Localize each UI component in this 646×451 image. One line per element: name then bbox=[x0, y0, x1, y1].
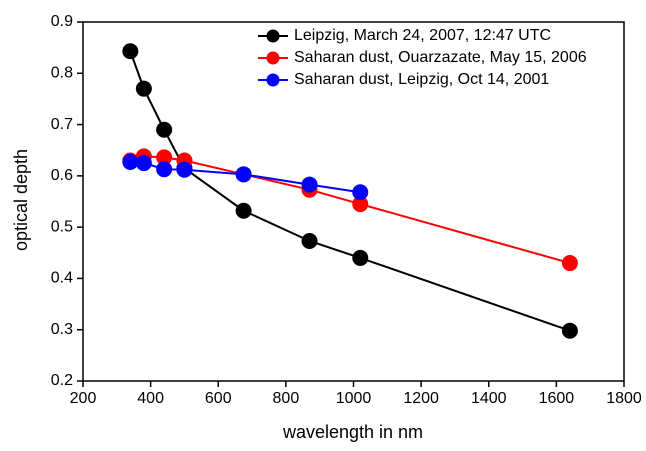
x-tick-label: 400 bbox=[137, 390, 164, 407]
data-point bbox=[235, 202, 252, 219]
data-point bbox=[122, 154, 139, 171]
data-point bbox=[352, 184, 369, 201]
legend-swatch-marker bbox=[266, 73, 280, 87]
data-point bbox=[561, 255, 578, 272]
series-line bbox=[130, 155, 571, 265]
x-tick-label: 800 bbox=[273, 390, 300, 407]
y-tick-label: 0.2 bbox=[51, 372, 73, 389]
data-point bbox=[135, 155, 152, 172]
legend-swatch-marker bbox=[266, 29, 280, 43]
y-axis-label: optical depth bbox=[11, 149, 31, 251]
legend-label: Saharan dust, Ouarzazate, May 15, 2006 bbox=[294, 49, 587, 66]
data-point bbox=[156, 161, 173, 178]
x-axis-label: wavelength in nm bbox=[282, 422, 423, 442]
y-tick-label: 0.3 bbox=[51, 321, 73, 338]
y-tick-label: 0.4 bbox=[51, 270, 73, 287]
data-point bbox=[156, 121, 173, 138]
data-point bbox=[235, 166, 252, 183]
x-tick-label: 1200 bbox=[403, 390, 439, 407]
data-point bbox=[156, 149, 173, 166]
y-tick-label: 0.7 bbox=[51, 116, 73, 133]
y-tick-label: 0.9 bbox=[51, 13, 73, 30]
x-tick-label: 1400 bbox=[471, 390, 507, 407]
legend-swatch-marker bbox=[266, 51, 280, 65]
y-tick-label: 0.6 bbox=[51, 167, 73, 184]
x-tick-label: 200 bbox=[70, 390, 97, 407]
data-point bbox=[122, 43, 139, 60]
x-tick-label: 600 bbox=[205, 390, 232, 407]
x-tick-label: 1600 bbox=[539, 390, 575, 407]
data-point bbox=[561, 322, 578, 339]
legend-label: Saharan dust, Leipzig, Oct 14, 2001 bbox=[294, 71, 549, 88]
data-point bbox=[352, 249, 369, 266]
y-tick-label: 0.5 bbox=[51, 218, 73, 235]
y-tick-label: 0.8 bbox=[51, 65, 73, 82]
data-point bbox=[301, 176, 318, 193]
legend-label: Leipzig, March 24, 2007, 12:47 UTC bbox=[294, 27, 551, 44]
x-tick-label: 1800 bbox=[606, 390, 642, 407]
x-tick-label: 1000 bbox=[336, 390, 372, 407]
data-point bbox=[301, 232, 318, 249]
data-point bbox=[135, 80, 152, 97]
data-point bbox=[352, 196, 369, 213]
data-point bbox=[176, 161, 193, 178]
